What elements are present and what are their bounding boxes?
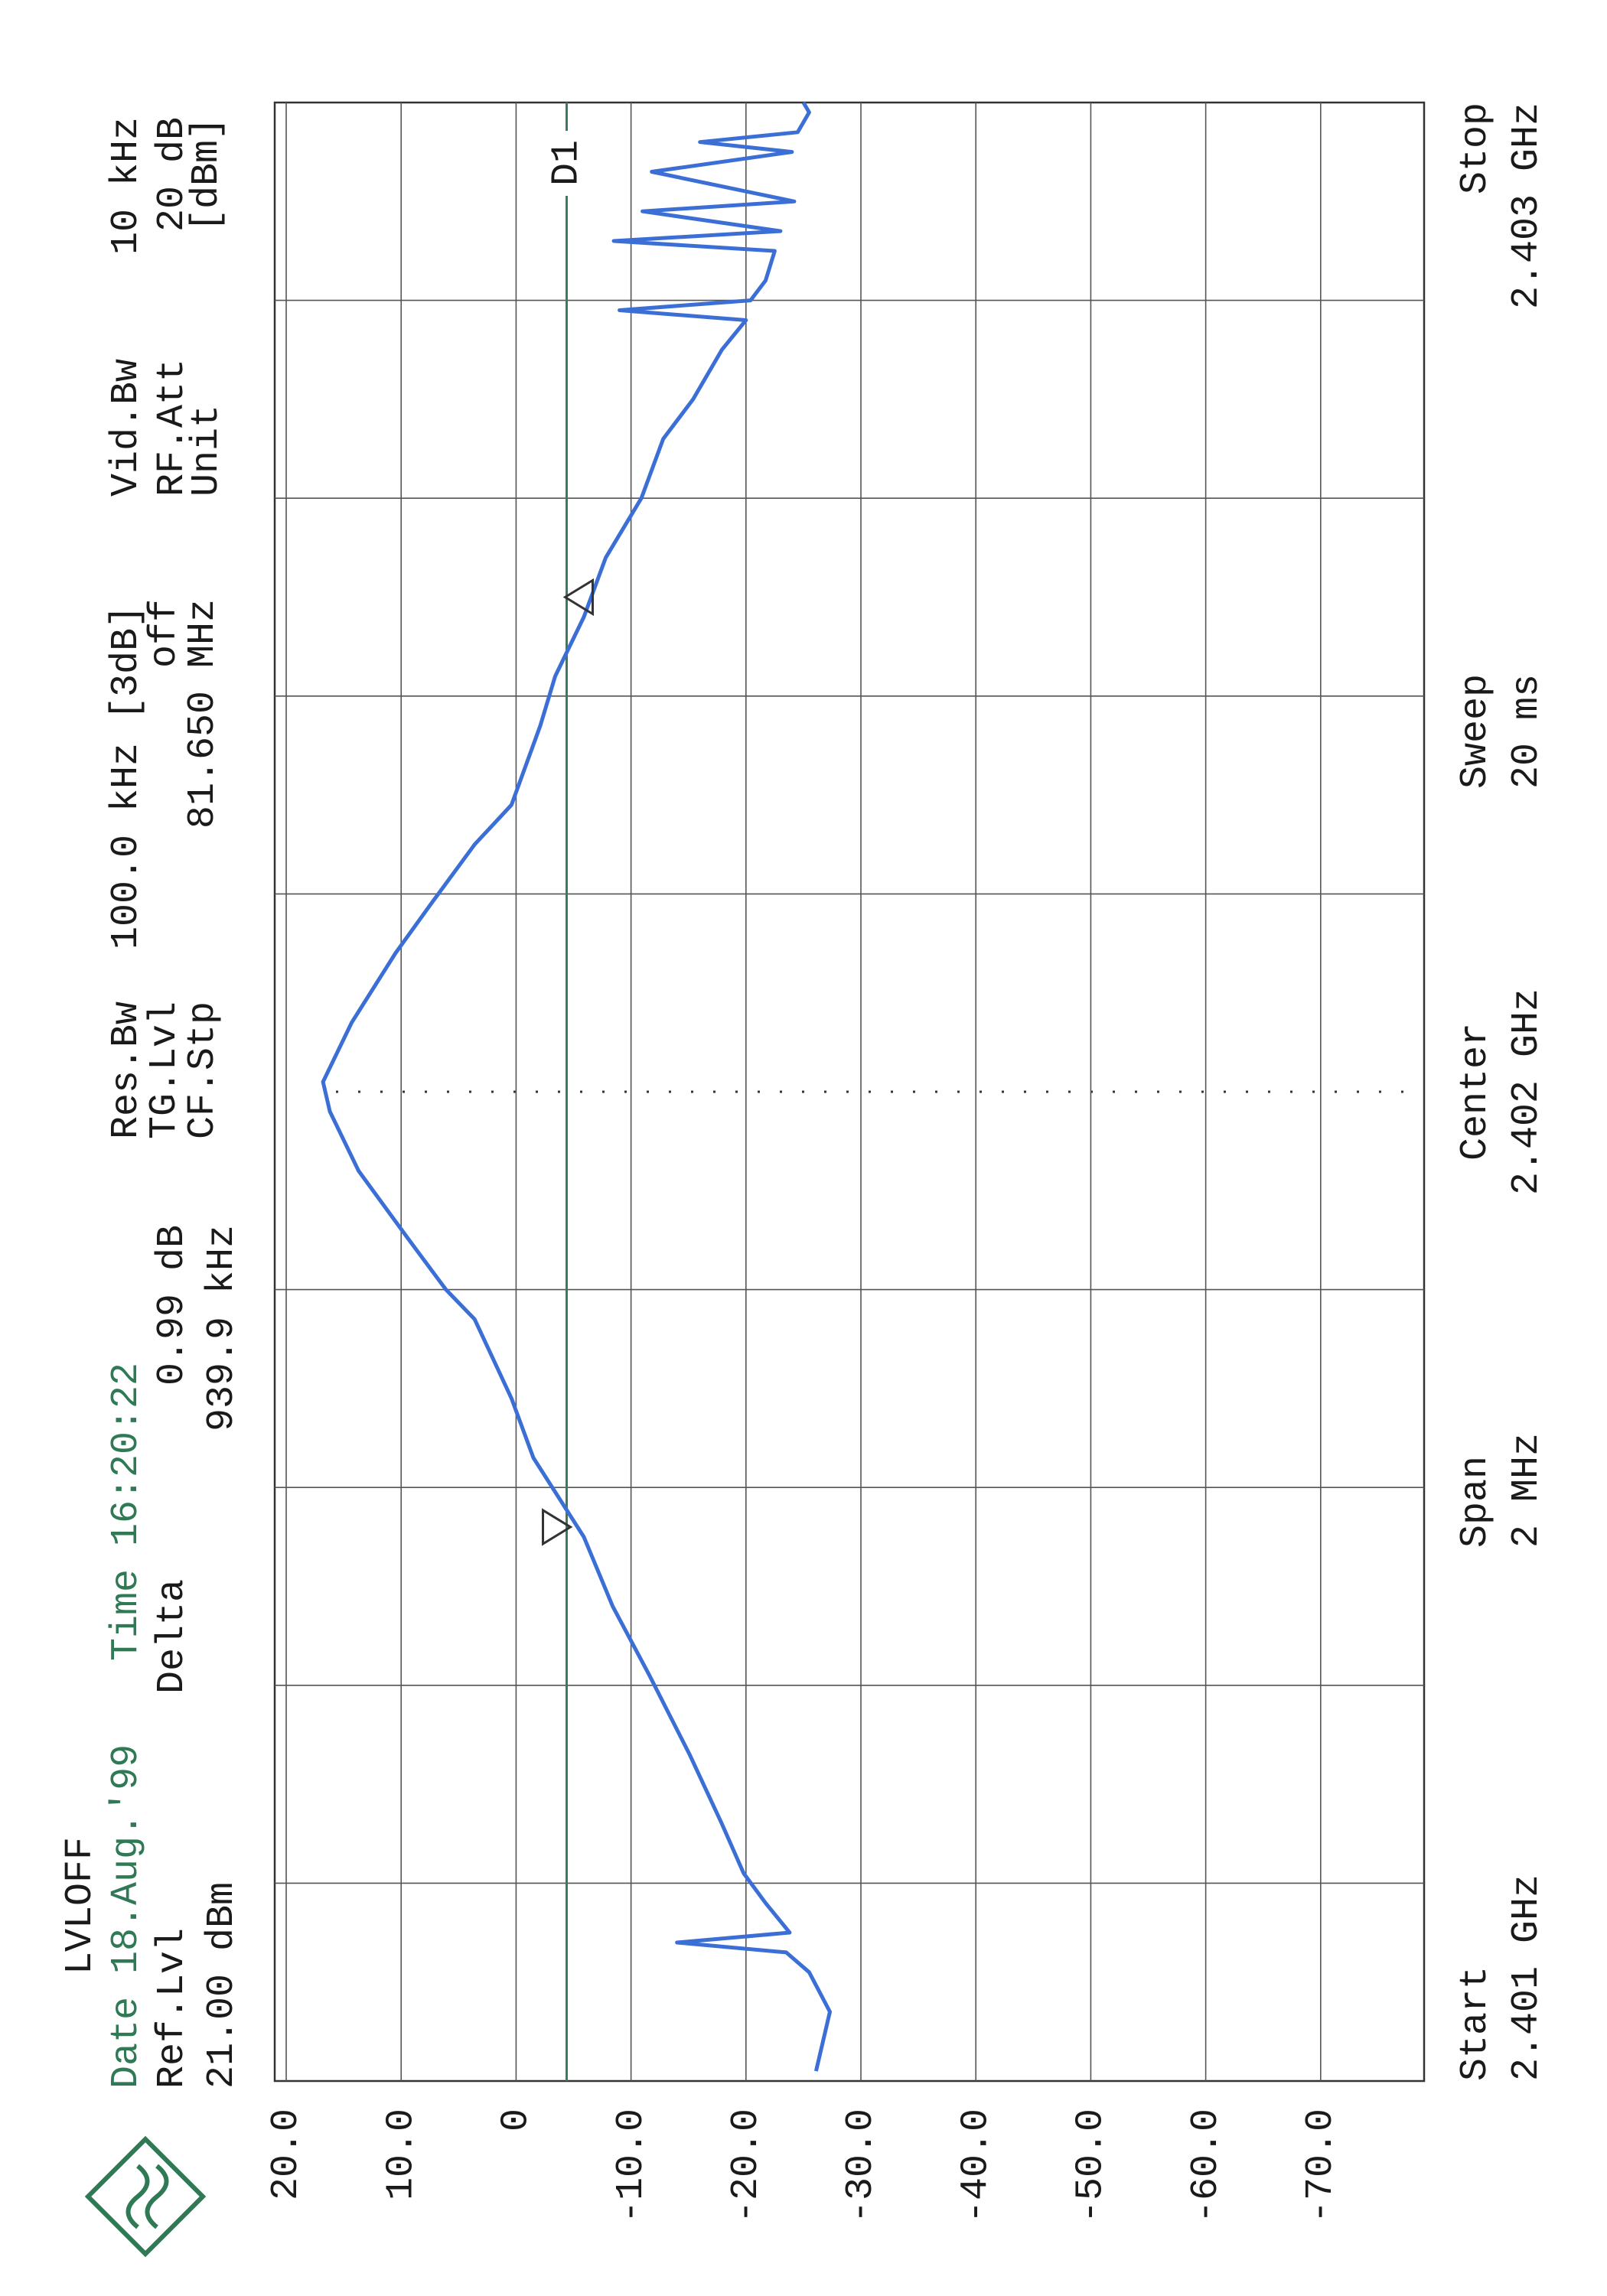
rf-att: 20 dB <box>151 117 194 232</box>
y-tick-label: -70.0 <box>1299 2109 1343 2223</box>
rf-att-label: RF.Att <box>151 359 194 497</box>
res-bw: 100.0 kHz [3dB] <box>105 605 148 949</box>
x-tick-label: 2.401 GHz <box>1505 1874 1549 2081</box>
logo-waves <box>125 2164 169 2229</box>
x-tick-label: 2.403 GHz <box>1505 103 1549 309</box>
y-tick-label: 0 <box>495 2109 539 2132</box>
res-bw-label: Res.Bw <box>105 1001 148 1139</box>
y-tick-label: -30.0 <box>839 2109 883 2223</box>
sweep-label: Sweep <box>1454 674 1498 789</box>
level-mode: LVLOFF <box>59 1837 103 1975</box>
delta-freq: 939.9 kHz <box>200 1225 244 1431</box>
display-line-label: D1 <box>546 140 589 186</box>
date: Date 18.Aug.'99 <box>105 1744 148 2089</box>
time: Time 16:20:22 <box>105 1363 148 1661</box>
y-tick-label: -10.0 <box>610 2109 654 2223</box>
rotated-chart: LVLOFF Date 18.Aug.'99 Time 16:20:22 Ref… <box>59 101 1549 2258</box>
y-tick-label: 10.0 <box>380 2109 423 2200</box>
marker <box>542 1508 573 1546</box>
ref-lvl-label: Ref.Lvl <box>151 1928 194 2089</box>
unit: [dBm] <box>185 117 229 232</box>
y-tick-label: -40.0 <box>954 2109 998 2223</box>
x-tick-label: 2.402 GHz <box>1505 988 1549 1195</box>
y-tick-label: -50.0 <box>1070 2109 1113 2223</box>
ref-lvl: 21.00 dBm <box>200 1882 244 2089</box>
sweep: 20 ms <box>1505 674 1549 789</box>
y-tick-label: -60.0 <box>1185 2109 1228 2223</box>
tg-lvl: off <box>143 599 187 668</box>
y-tick-label: 20.0 <box>265 2109 308 2200</box>
stop-label: Stop <box>1454 103 1498 194</box>
logo <box>84 2135 207 2258</box>
vid-bw-label: Vid.Bw <box>105 359 148 497</box>
cf-stp: 81.650 MHz <box>181 599 225 829</box>
tg-lvl-label: TG.Lvl <box>143 1001 187 1139</box>
logo-diamond <box>84 2135 207 2258</box>
delta-label: Delta <box>151 1579 194 1694</box>
marker <box>562 578 594 617</box>
cf-stp-label: CF.Stp <box>181 1001 225 1139</box>
delta-level: 0.99 dB <box>151 1225 194 1386</box>
vid-bw: 10 kHz <box>105 117 148 255</box>
start-label: Start <box>1454 1966 1498 2081</box>
center-label: Center <box>1454 1023 1498 1161</box>
unit-label: Unit <box>185 405 229 497</box>
y-tick-label: -20.0 <box>725 2109 768 2223</box>
span-label: Span <box>1454 1456 1498 1548</box>
trace <box>321 101 832 2072</box>
span: 2 MHz <box>1505 1433 1549 1548</box>
